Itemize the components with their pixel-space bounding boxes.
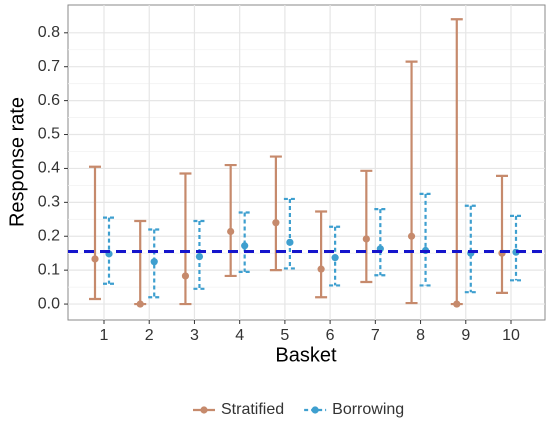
error-bar	[360, 169, 373, 284]
y-tick-label: 0.8	[38, 24, 60, 41]
y-tick-label: 0.2	[38, 227, 60, 244]
point	[241, 242, 249, 250]
point	[331, 254, 339, 262]
y-tick-label: 0.6	[38, 92, 60, 109]
legend-swatch-point	[311, 406, 319, 414]
point	[453, 300, 461, 308]
error-bar	[283, 197, 296, 270]
point	[272, 219, 280, 227]
point	[150, 258, 158, 266]
point	[195, 252, 204, 261]
error-bar	[224, 163, 237, 278]
point	[227, 227, 235, 236]
point	[181, 272, 190, 280]
x-tick-label: 7	[371, 327, 380, 344]
x-tick-label: 2	[145, 327, 154, 344]
error-bar	[269, 155, 282, 272]
x-tick-label: 10	[502, 327, 520, 344]
point	[317, 265, 325, 273]
x-tick-label: 9	[461, 327, 470, 344]
error-bar	[374, 208, 387, 277]
x-tick-label: 8	[416, 327, 425, 344]
y-axis-title: Response rate	[6, 97, 28, 227]
error-bar	[193, 219, 206, 290]
x-tick-label: 5	[280, 327, 289, 344]
y-tick-label: 0.0	[38, 295, 60, 312]
y-tick-label: 0.7	[38, 58, 60, 75]
y-tick-label: 0.1	[38, 261, 60, 278]
error-bar	[510, 214, 522, 282]
point	[286, 238, 294, 246]
error-bar	[315, 210, 328, 299]
error-bar	[464, 204, 477, 294]
error-bar	[179, 172, 192, 306]
legend-label: Borrowing	[332, 401, 404, 418]
x-tick-label: 6	[326, 327, 335, 344]
error-bar	[148, 228, 161, 299]
error-bar	[103, 216, 115, 285]
y-tick-label: 0.5	[38, 126, 60, 143]
error-bar	[496, 174, 508, 294]
y-tick-label: 0.3	[38, 194, 60, 211]
x-tick-label: 3	[190, 327, 199, 344]
point	[407, 232, 416, 240]
error-bar	[89, 165, 101, 301]
error-bar	[405, 60, 418, 305]
x-axis-title: Basket	[275, 344, 337, 366]
legend-swatch-point	[200, 406, 208, 414]
error-bar	[419, 192, 432, 287]
x-tick-label: 4	[235, 327, 244, 344]
y-tick-label: 0.4	[38, 160, 60, 177]
point	[136, 300, 144, 308]
point	[91, 255, 99, 263]
legend-label: Stratified	[221, 401, 284, 418]
x-tick-label: 1	[100, 327, 109, 344]
point	[362, 235, 370, 243]
